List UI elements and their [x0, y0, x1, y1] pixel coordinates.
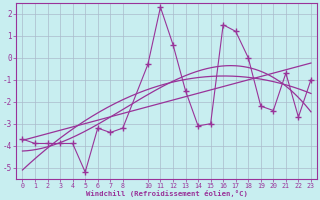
X-axis label: Windchill (Refroidissement éolien,°C): Windchill (Refroidissement éolien,°C) — [86, 190, 248, 197]
